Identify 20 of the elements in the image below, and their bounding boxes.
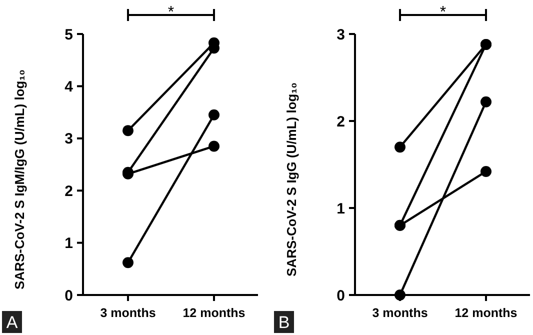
- y-tick-label: 4: [64, 78, 74, 96]
- y-tick-label: 0: [64, 287, 73, 304]
- y-tick-label: 0: [336, 287, 345, 304]
- text: *: [168, 4, 174, 21]
- y-axis-title: SARS-CoV-2 S IgG (U/mL) log₁₀: [284, 82, 299, 276]
- y-tick-label: 2: [64, 182, 73, 200]
- x-tick-label: 3 months: [372, 306, 428, 320]
- x-tick-label: 12 months: [454, 306, 518, 320]
- y-tick-label: 1: [336, 200, 345, 218]
- text: A: [6, 313, 18, 332]
- y-axis-title: SARS-CoV-2 S IgM/IgG (U/mL) log₁₀: [12, 69, 27, 290]
- y-tick-label: 5: [64, 26, 73, 44]
- y-tick-label: 1: [64, 235, 73, 252]
- text: B: [278, 313, 290, 332]
- y-tick-label: 3: [64, 130, 73, 148]
- text: *: [440, 4, 446, 21]
- x-tick-label: 3 months: [100, 306, 156, 320]
- y-tick-label: 2: [336, 113, 345, 130]
- y-tick-label: 3: [336, 26, 345, 44]
- x-tick-label: 12 months: [182, 306, 246, 320]
